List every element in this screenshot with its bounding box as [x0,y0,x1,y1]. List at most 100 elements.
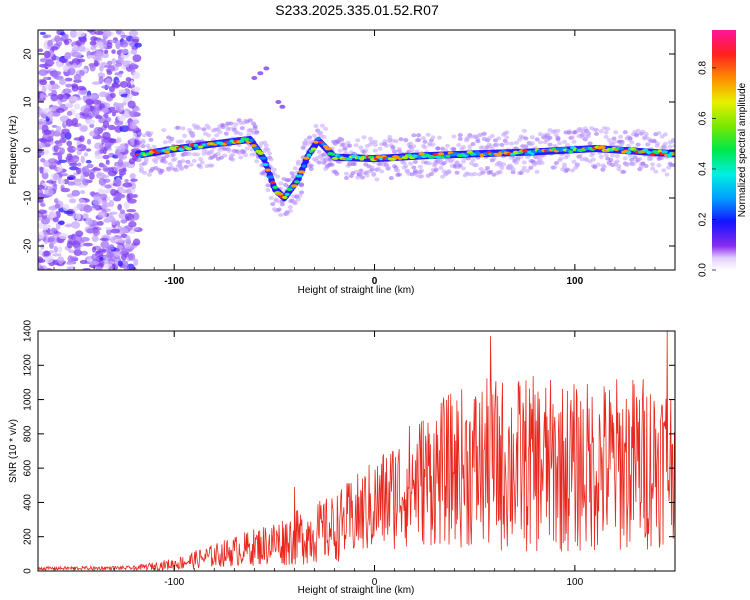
ridge-halo [619,141,625,146]
ridge-halo [209,163,215,168]
noise-cell [52,173,59,182]
noise-cell [102,154,110,160]
ridge-halo [666,165,672,170]
ridge-halo [223,131,229,136]
ridge-halo [403,164,409,169]
ridge-halo [616,164,622,169]
noise-cell [64,53,71,60]
ridge-halo [457,163,463,168]
ridge-halo [227,126,233,131]
ridge-halo [627,153,633,158]
noise-cell [71,117,79,125]
ridge-halo [198,157,204,162]
noise-cell [84,95,93,100]
noise-cell [88,172,95,180]
y-tick-label: 400 [23,494,34,511]
ridge-halo [308,163,314,168]
ridge-halo [265,147,271,152]
ridge-halo [148,131,154,136]
noise-cell [39,58,48,63]
ridge-halo [513,140,519,145]
noise-cell [73,206,79,212]
noise-cell [89,191,96,197]
ridge-halo [230,157,236,162]
ridge-halo [600,167,606,172]
ridge-halo [307,135,313,140]
ridge-halo [433,167,439,172]
ridge-halo [420,136,426,141]
ridge-halo [504,130,510,135]
noise-cell [38,198,44,203]
ridge-halo [430,142,436,147]
noise-cell [115,30,122,35]
noise-cell [134,42,142,48]
ridge-halo [489,146,495,151]
noise-cell [92,108,100,116]
y-tick-label: 1400 [23,319,34,342]
noise-cell [89,63,96,72]
ridge-halo [159,168,165,173]
noise-cell [129,121,135,130]
noise-cell [91,99,102,105]
ridge-halo [489,133,495,138]
ridge-halo [140,140,146,145]
ridge-halo [555,137,561,142]
ridge-halo [547,142,553,147]
noise-cell [117,239,127,244]
y-tick-label: 1000 [23,388,34,411]
ridge-halo [569,135,575,140]
ridge-halo [209,148,215,153]
noise-cell [73,178,82,182]
ridge-halo [632,155,638,160]
ridge-halo [188,162,194,167]
noise-cell [129,173,136,179]
ridge-core [270,180,276,185]
ridge-halo [520,168,526,173]
ridge-halo [358,168,364,173]
noise-cell [98,75,104,84]
ridge-halo [183,164,189,169]
ridge-halo [170,152,176,157]
ridge-halo [244,146,250,151]
noise-cell [83,152,89,157]
ridge-halo [374,177,380,182]
noise-cell [57,220,65,225]
ridge-halo [148,137,154,142]
noise-cell [117,203,123,211]
ridge-halo [593,131,599,136]
ridge-halo [265,187,271,192]
noise-cell [65,118,73,127]
ridge-halo [172,157,178,162]
ridge-halo [311,133,317,138]
ridge-core [306,153,312,157]
ridge-halo [162,140,168,145]
ridge-halo [347,143,353,148]
ridge-halo [627,136,633,141]
ridge-halo [334,171,340,176]
noise-cell [103,113,109,119]
ridge-halo [142,170,148,175]
noise-cell [91,234,99,242]
noise-cell [129,110,138,118]
noise-cell [257,71,264,76]
noise-cell [133,258,139,267]
noise-cell [66,110,73,116]
ridge-halo [388,176,394,181]
ridge-halo [648,156,654,161]
ridge-halo [291,174,297,179]
ridge-halo [523,136,529,141]
noise-cell [79,259,88,265]
noise-cell [102,200,108,207]
noise-cell [57,256,65,265]
ridge-halo [571,139,577,144]
noise-cell [76,167,82,175]
noise-cell [81,166,90,175]
noise-cell [131,194,139,199]
noise-cell [89,40,97,46]
noise-cell [115,193,126,199]
ridge-halo [178,139,184,144]
ridge-halo [411,144,417,149]
ridge-core [671,152,675,156]
ridge-halo [201,127,207,132]
